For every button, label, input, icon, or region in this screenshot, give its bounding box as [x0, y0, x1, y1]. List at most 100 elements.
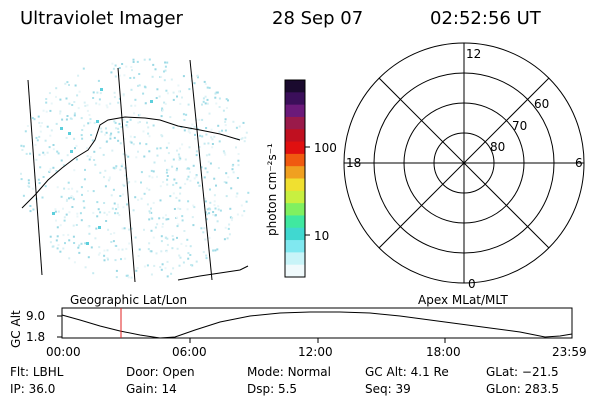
emission-speckle [108, 176, 111, 179]
emission-speckle [49, 109, 52, 112]
emission-speckle [210, 136, 213, 139]
emission-speckle [189, 171, 191, 174]
emission-speckle [170, 78, 173, 81]
emission-speckle [166, 260, 169, 263]
emission-speckle [195, 150, 198, 153]
emission-speckle [103, 249, 106, 252]
emission-speckle [218, 130, 221, 133]
emission-speckle [52, 148, 55, 151]
emission-speckle [68, 102, 71, 105]
emission-speckle [206, 208, 209, 211]
emission-speckle [166, 243, 169, 246]
emission-speckle [65, 213, 68, 216]
emission-speckle [143, 228, 145, 231]
emission-speckle [158, 217, 161, 220]
emission-speckle [236, 192, 239, 195]
emission-speckle [140, 181, 142, 184]
emission-speckle [78, 251, 81, 254]
emission-speckle [183, 129, 186, 132]
emission-speckle [236, 177, 239, 179]
emission-speckle [152, 236, 155, 239]
date-label: 28 Sep 07 [272, 8, 364, 29]
emission-speckle [65, 97, 68, 100]
emission-speckle [106, 249, 109, 252]
emission-speckle [161, 107, 164, 110]
emission-speckle [120, 125, 123, 128]
emission-speckle [121, 63, 124, 65]
emission-speckle [76, 215, 79, 218]
emission-speckle [57, 152, 60, 155]
emission-speckle [143, 58, 146, 61]
emission-speckle [132, 58, 135, 61]
emission-speckle [188, 128, 191, 131]
emission-speckle [213, 204, 216, 207]
emission-speckle [203, 227, 206, 230]
emission-speckle [169, 195, 172, 198]
emission-speckle [73, 114, 76, 117]
emission-speckle [121, 163, 124, 166]
emission-speckle [140, 197, 143, 200]
emission-speckle [152, 124, 155, 127]
emission-speckle [146, 264, 149, 267]
emission-speckle [28, 185, 31, 188]
emission-speckle [193, 82, 196, 85]
emission-speckle [192, 204, 195, 207]
emission-speckle [71, 104, 74, 106]
emission-speckle [84, 242, 87, 245]
colorbar-cell [285, 80, 305, 93]
emission-speckle [103, 259, 106, 262]
emission-speckle [138, 84, 141, 87]
emission-speckle [57, 244, 60, 246]
emission-speckle [137, 198, 140, 201]
emission-speckle [241, 214, 244, 217]
emission-speckle [133, 76, 136, 79]
emission-speckle [179, 157, 182, 160]
emission-speckle [115, 269, 118, 272]
emission-speckle [203, 176, 206, 179]
emission-speckle [158, 95, 161, 98]
emission-speckle [123, 74, 126, 77]
emission-speckle [132, 61, 135, 63]
emission-speckle [41, 196, 44, 199]
emission-speckle [179, 192, 182, 195]
emission-speckle [110, 132, 113, 135]
emission-speckle [209, 201, 212, 204]
emission-speckle [110, 241, 113, 243]
emission-speckle [194, 133, 196, 136]
colorbar-cell [285, 153, 305, 167]
emission-speckle [83, 124, 86, 127]
colorbar-cell [285, 178, 305, 192]
emission-speckle [80, 134, 83, 137]
emission-speckle [189, 254, 192, 256]
emission-speckle [98, 103, 101, 106]
info-glon: GLon: 283.5 [486, 382, 559, 396]
emission-speckle [165, 171, 168, 174]
emission-speckle [224, 121, 227, 123]
emission-speckle [214, 96, 217, 99]
emission-speckle [179, 102, 182, 105]
emission-speckle [42, 151, 45, 154]
emission-speckle [208, 86, 211, 89]
emission-speckle [172, 158, 175, 161]
emission-speckle [116, 212, 119, 215]
emission-speckle [122, 93, 125, 96]
emission-speckle [192, 224, 195, 227]
emission-speckle [68, 257, 71, 260]
emission-speckle [125, 274, 128, 277]
emission-speckle [200, 166, 203, 169]
emission-speckle [119, 142, 122, 145]
colorbar-cell [285, 92, 305, 106]
emission-speckle [197, 76, 199, 79]
emission-speckle [86, 242, 89, 245]
emission-speckle [105, 140, 108, 143]
info-ip: IP: 36.0 [10, 382, 56, 396]
emission-speckle [225, 172, 228, 175]
emission-speckle [203, 142, 206, 145]
emission-speckle [84, 104, 87, 107]
colorbar-cell [285, 252, 305, 266]
emission-speckle [122, 94, 125, 97]
emission-speckle [108, 211, 111, 214]
emission-speckle [27, 179, 30, 182]
emission-speckle [83, 101, 86, 104]
emission-speckle [75, 158, 78, 161]
